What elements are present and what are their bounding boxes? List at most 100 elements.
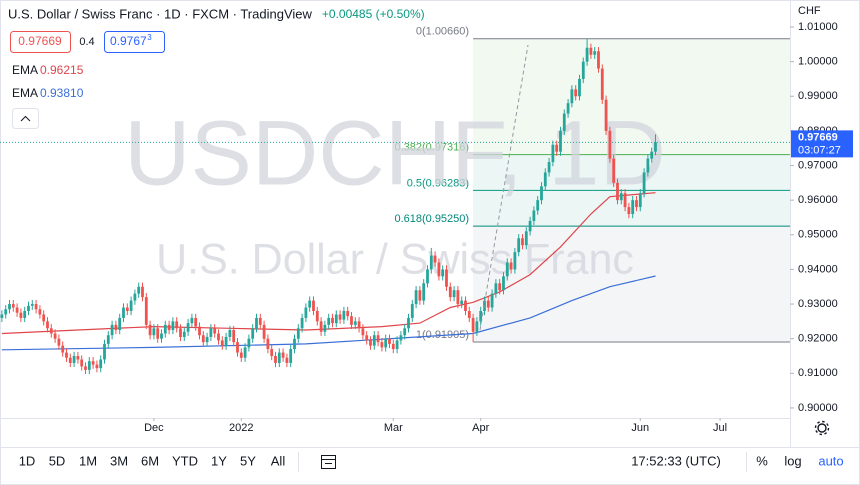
candle-body [528, 220, 532, 232]
candle-body [49, 328, 53, 334]
candle-body [585, 47, 589, 62]
candle-body [631, 200, 635, 215]
candle-body [342, 310, 346, 320]
candle-body [490, 293, 494, 308]
x-tick-label: Apr [472, 422, 489, 434]
fib-label: 0.618(0.95250) [394, 213, 469, 225]
range-button[interactable]: 1D [19, 453, 36, 468]
candle-body [68, 357, 72, 363]
scale-button[interactable]: % [756, 453, 768, 468]
candle-body [384, 338, 388, 348]
candle-body [551, 144, 555, 163]
candle-body [34, 304, 38, 310]
candle-body [152, 328, 156, 336]
candle-body [148, 324, 152, 336]
range-button[interactable]: YTD [172, 453, 198, 468]
range-button[interactable]: 3M [110, 453, 128, 468]
price-change: +0.00485 (+0.50%) [322, 7, 425, 21]
candle-body [0, 314, 4, 318]
candle-body [289, 349, 293, 363]
ema-name: EMA [12, 63, 38, 77]
range-button[interactable]: All [271, 453, 286, 468]
candle-body [122, 307, 125, 318]
x-tick-label: Dec [144, 422, 164, 434]
candle-body [201, 335, 205, 343]
candle-body [190, 317, 194, 324]
candle-body [403, 328, 407, 336]
candle-body [338, 314, 342, 320]
candle-body [350, 316, 353, 325]
candle-body [597, 51, 600, 69]
watermark-description: U.S. Dollar / Swiss Franc [156, 235, 634, 283]
ask[interactable]: 0.9767 [110, 34, 147, 48]
ask-pip[interactable]: 3 [147, 33, 152, 42]
candle-body [194, 317, 198, 327]
candle-body [600, 68, 604, 100]
candle-body [103, 343, 106, 360]
range-button[interactable]: 5D [49, 453, 66, 468]
scale-button[interactable]: log [784, 453, 801, 468]
candle-body [619, 193, 623, 201]
range-button[interactable]: 6M [141, 453, 159, 468]
spread: 0.4 [79, 36, 94, 48]
candle-body [308, 300, 312, 308]
fib-label: 0.382(0.97316) [394, 142, 469, 154]
candle-body [593, 51, 597, 55]
candle-body [376, 335, 380, 343]
candle-body [175, 321, 179, 329]
candle-body [232, 330, 236, 343]
bid[interactable]: 0.97669 [18, 34, 62, 48]
ema-value: 0.96215 [40, 63, 84, 77]
candle-body [353, 321, 357, 325]
collapse-icon[interactable] [20, 115, 31, 122]
clock: 17:52:33 (UTC) [631, 453, 721, 468]
countdown: 03:07:27 [798, 144, 841, 156]
range-button[interactable]: 1M [79, 453, 97, 468]
candle-body [357, 321, 361, 329]
candle-body [471, 317, 475, 332]
range-button[interactable]: 5Y [240, 453, 256, 468]
scale-button[interactable]: auto [818, 453, 843, 468]
bid-box[interactable] [10, 31, 71, 53]
candle-body [251, 328, 255, 339]
y-tick-label: 1.00000 [798, 56, 838, 68]
candle-body [331, 317, 334, 324]
candle-body [323, 324, 327, 332]
candle-body [118, 317, 122, 331]
candle-body [76, 356, 80, 360]
candle-body [61, 345, 65, 353]
candle-body [395, 340, 399, 350]
y-tick-label: 0.94000 [798, 263, 838, 275]
collapse-button[interactable] [12, 108, 39, 129]
date-range-icon[interactable] [321, 455, 336, 469]
candle-body [646, 158, 650, 173]
candle-body [277, 352, 281, 363]
range-button[interactable]: 1Y [211, 453, 227, 468]
y-tick-label: 0.96000 [798, 194, 838, 206]
candle-body [479, 310, 483, 322]
candle-body [144, 297, 148, 325]
candle-body [312, 300, 315, 311]
candle-body [521, 238, 524, 246]
candle-body [543, 172, 547, 187]
candle-body [247, 338, 251, 348]
candle-body [475, 321, 479, 332]
y-tick-label: 0.97000 [798, 159, 838, 171]
ask-box[interactable] [104, 31, 165, 53]
candle-body [498, 283, 502, 291]
candle-body [346, 310, 350, 317]
candle-body [27, 305, 30, 311]
candle-body [217, 333, 220, 341]
candle-body [559, 130, 562, 152]
x-tick-label: Jun [631, 422, 649, 434]
settings-icon[interactable] [814, 420, 830, 436]
candle-body [604, 99, 608, 131]
candle-body [65, 352, 68, 358]
candle-body [513, 252, 517, 270]
candle-body [30, 304, 34, 306]
candle-body [281, 352, 285, 358]
candle-body [266, 338, 270, 350]
candle-body [72, 356, 76, 363]
candle-body [258, 317, 262, 325]
